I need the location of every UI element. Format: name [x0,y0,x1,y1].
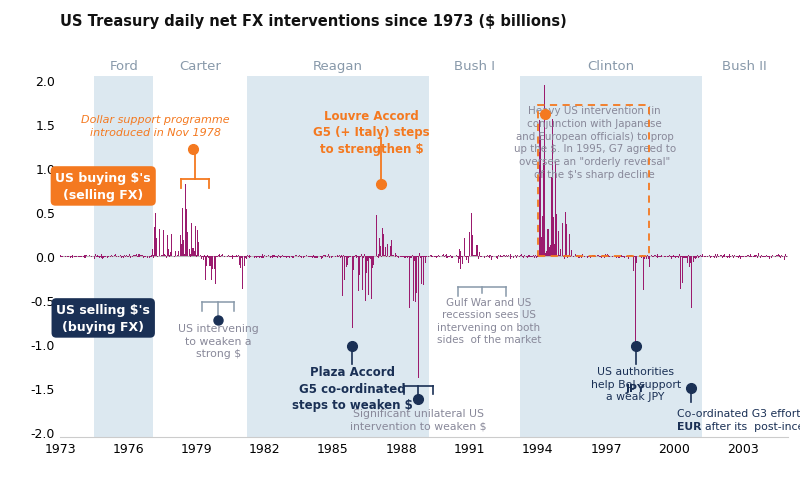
Text: Heavy US intervention (in
conjunction with Japanese
and European officials) to p: Heavy US intervention (in conjunction wi… [514,106,676,180]
Text: Bush I: Bush I [454,60,494,72]
Text: Bush II: Bush II [722,60,767,72]
Text: EUR: EUR [677,421,701,431]
Bar [538,106,650,257]
Text: Gulf War and US
recession sees US
intervening on both
sides  of the market: Gulf War and US recession sees US interv… [437,297,541,344]
Bar [246,77,429,437]
Text: US selling $'s
(buying FX): US selling $'s (buying FX) [56,303,150,333]
Text: Carter: Carter [179,60,221,72]
Text: Co-ordinated G3 efforts to support: Co-ordinated G3 efforts to support [677,408,800,418]
Text: Plaza Accord
G5 co-ordinated
steps to weaken $: Plaza Accord G5 co-ordinated steps to we… [292,366,413,411]
Text: Louvre Accord
G5 (+ Italy) steps
to strengthen $: Louvre Accord G5 (+ Italy) steps to stre… [314,109,430,155]
Bar [519,77,702,437]
Text: after its  post-inception slump: after its post-inception slump [705,421,800,431]
Text: Clinton: Clinton [587,60,634,72]
Text: US buying $'s
(selling FX): US buying $'s (selling FX) [55,171,151,202]
Text: US Treasury daily net FX interventions since 1973 ($ billions): US Treasury daily net FX interventions s… [60,14,566,29]
Text: Ford: Ford [110,60,138,72]
Text: US authorities
help BoJ support
a weak JPY: US authorities help BoJ support a weak J… [590,367,681,401]
Text: Significant unilateral US
intervention to weaken $: Significant unilateral US intervention t… [350,408,486,430]
Text: JPY: JPY [626,383,646,393]
Bar [94,77,154,437]
Text: US intervening
to weaken a
strong $: US intervening to weaken a strong $ [178,324,258,358]
Text: Dollar support programme
introduced in Nov 1978: Dollar support programme introduced in N… [82,115,230,138]
Text: Reagan: Reagan [313,60,362,72]
